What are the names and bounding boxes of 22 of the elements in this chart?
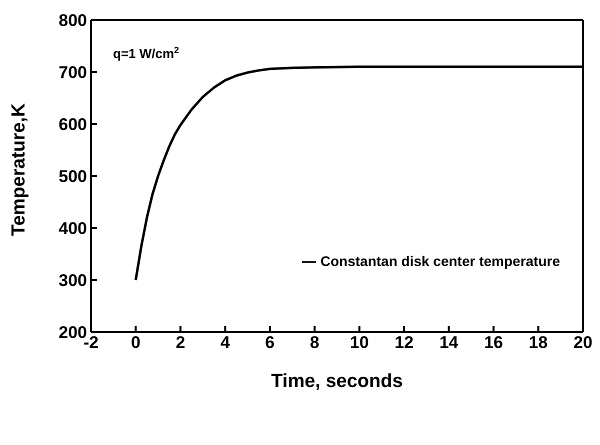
x-tick-label: 10 (350, 333, 369, 352)
y-tick-label: 400 (58, 219, 87, 238)
y-tick-label: 300 (58, 271, 87, 290)
x-tick-label: 2 (176, 333, 186, 352)
x-tick-label: 14 (439, 333, 459, 352)
x-tick-label: 8 (310, 333, 320, 352)
y-tick-label: 500 (58, 167, 87, 186)
y-tick-label: 800 (58, 11, 87, 30)
x-tick-label: 4 (220, 333, 230, 352)
x-axis-title: Time, seconds (271, 371, 403, 392)
y-tick-label: 600 (58, 115, 87, 134)
x-tick-label: 18 (528, 333, 548, 352)
x-tick-label: 12 (394, 333, 414, 352)
x-tick-label: 0 (130, 333, 140, 352)
x-tick-label: 16 (484, 333, 504, 352)
x-tick-label: 6 (265, 333, 275, 352)
legend-label: Constantan disk center temperature (320, 253, 560, 269)
x-tick-label: 20 (574, 333, 592, 352)
y-tick-label: 700 (58, 63, 87, 82)
annotation: q=1 W/cm$^{2}$ (113, 45, 180, 61)
y-tick-label: 200 (58, 323, 87, 342)
y-axis-title: Temperature,K (8, 103, 30, 236)
